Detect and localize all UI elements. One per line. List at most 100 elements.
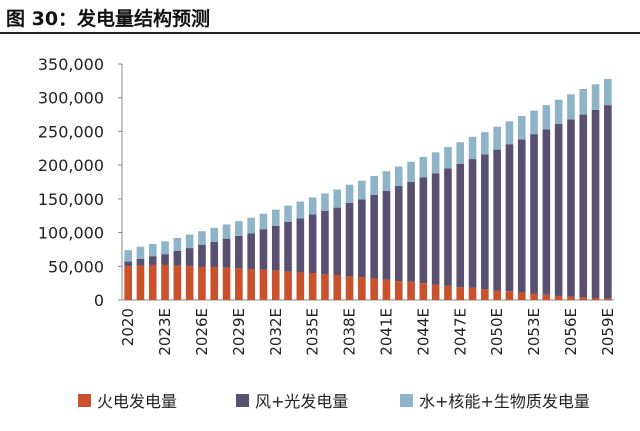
bar-wind-solar	[493, 149, 501, 291]
bar-hydro	[210, 227, 219, 243]
x-tick-label: 2050E	[488, 308, 506, 356]
x-tick-label: 2044E	[414, 308, 432, 356]
bar-hydro	[517, 115, 526, 140]
bar-wind-solar	[505, 144, 514, 292]
bar-wind-solar	[604, 105, 612, 299]
bar-fire	[567, 296, 575, 300]
bar-hydro	[481, 132, 489, 155]
bar-hydro	[456, 142, 465, 164]
bar-fire	[456, 287, 465, 300]
bar-hydro	[345, 184, 354, 203]
bar-hydro	[173, 237, 182, 251]
bar-hydro	[407, 161, 415, 182]
bar-hydro	[554, 99, 563, 125]
bar-fire	[382, 279, 391, 300]
bar-fire	[185, 266, 194, 300]
bar-fire	[444, 285, 452, 300]
bar-wind-solar	[554, 124, 563, 296]
bar-hydro	[259, 213, 268, 230]
bar-wind-solar	[124, 261, 132, 267]
bar-wind-solar	[419, 177, 428, 284]
bar-fire	[394, 281, 403, 300]
bar-hydro	[124, 250, 132, 262]
bar-wind-solar	[136, 258, 145, 266]
legend-label: 风+光发电量	[255, 392, 349, 411]
bar-fire	[222, 267, 231, 300]
bar-wind-solar	[444, 168, 452, 286]
bar-wind-solar	[358, 199, 366, 278]
bar-wind-solar	[579, 114, 588, 298]
bar-hydro	[394, 166, 403, 187]
legend-label: 水+核能+生物质发电量	[419, 392, 590, 411]
legend-swatch-hydro	[400, 393, 413, 407]
y-tick-label: 350,000	[38, 55, 104, 74]
bar-wind-solar	[382, 190, 391, 280]
bar-fire	[542, 294, 551, 300]
bar-hydro	[579, 88, 588, 115]
bar-fire	[493, 290, 501, 300]
bar-fire	[468, 287, 477, 300]
bar-wind-solar	[296, 218, 305, 273]
bar-fire	[259, 269, 268, 300]
bar-hydro	[198, 231, 206, 245]
bar-fire	[198, 266, 206, 300]
x-tick-label: 2020	[119, 308, 137, 346]
bar-fire	[419, 283, 428, 300]
bar-wind-solar	[185, 248, 194, 267]
legend-item-wind-solar: 风+光发电量	[236, 388, 348, 412]
bar-fire	[333, 275, 342, 300]
bar-hydro	[530, 110, 538, 135]
bar-wind-solar	[259, 229, 268, 270]
bar-hydro	[604, 78, 612, 106]
bar-wind-solar	[431, 173, 440, 285]
bar-hydro	[161, 241, 169, 255]
bar-wind-solar	[198, 244, 206, 267]
bar-hydro	[431, 152, 440, 174]
bar-hydro	[505, 121, 514, 145]
bar-fire	[517, 292, 526, 300]
bar-fire	[591, 297, 600, 300]
bar-hydro	[222, 224, 231, 239]
bar-fire	[505, 291, 514, 300]
bar-hydro	[591, 84, 600, 110]
bar-fire	[308, 273, 317, 300]
bar-hydro	[148, 244, 157, 257]
bar-wind-solar	[333, 207, 342, 276]
bar-hydro	[271, 209, 280, 226]
y-tick-label: 0	[94, 291, 104, 310]
x-tick-label: 2035E	[304, 308, 322, 356]
x-tick-label: 2023E	[156, 308, 174, 356]
bar-fire	[431, 284, 440, 300]
bar-fire	[284, 271, 292, 300]
bar-wind-solar	[530, 134, 538, 294]
bar-fire	[148, 264, 157, 300]
bar-wind-solar	[481, 154, 489, 290]
x-tick-label: 2026E	[193, 308, 211, 356]
bar-hydro	[136, 246, 145, 259]
legend-swatch-wind-solar	[236, 393, 249, 407]
y-tick-label: 150,000	[38, 190, 104, 209]
bar-hydro	[567, 94, 575, 120]
bar-wind-solar	[173, 250, 182, 266]
bar-fire	[296, 272, 305, 300]
bar-fire	[136, 265, 145, 300]
x-tick-label: 2047E	[451, 308, 469, 356]
chart-title: 图 30：发电量结构预测	[6, 8, 211, 30]
bar-wind-solar	[370, 194, 378, 279]
bar-fire	[247, 268, 255, 300]
bar-hydro	[468, 136, 477, 160]
bar-wind-solar	[468, 159, 477, 288]
bar-fire	[173, 265, 182, 300]
bar-wind-solar	[517, 139, 526, 293]
x-tick-label: 2056E	[562, 308, 580, 356]
bar-fire	[321, 274, 329, 300]
bar-fire	[407, 281, 415, 300]
bar-hydro	[235, 221, 243, 236]
bar-hydro	[296, 201, 305, 219]
bar-hydro	[185, 234, 194, 249]
bar-hydro	[493, 126, 501, 150]
bar-fire	[530, 293, 538, 300]
bar-wind-solar	[321, 210, 329, 275]
y-tick-label: 100,000	[38, 224, 104, 243]
